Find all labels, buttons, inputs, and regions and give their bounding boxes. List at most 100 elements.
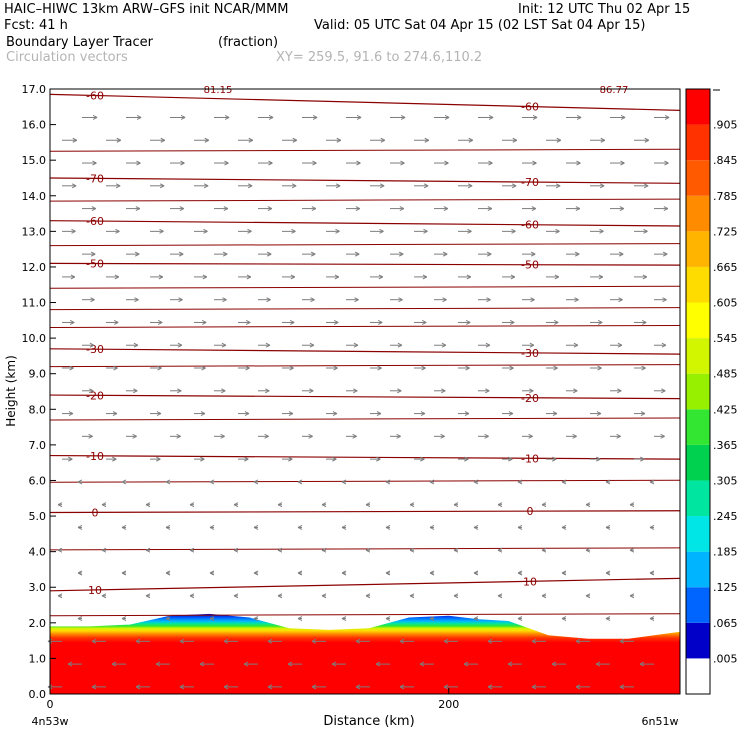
vector-arrowhead: [507, 661, 513, 667]
vector-arrowhead: [266, 297, 271, 303]
temperature-contour: [49, 243, 681, 247]
vector-arrowhead: [308, 433, 313, 439]
vector-arrowhead: [203, 183, 209, 189]
vector-arrowhead: [202, 274, 208, 280]
vector-arrowhead: [155, 661, 161, 667]
vector-arrowhead: [248, 137, 254, 143]
vector-arrowhead: [77, 570, 83, 576]
vector-arrowhead: [575, 638, 581, 644]
vector-arrowhead: [585, 502, 591, 508]
vector-arrowhead: [265, 342, 271, 348]
vector-arrowhead: [485, 388, 490, 394]
vector-arrowhead: [288, 411, 294, 417]
temperature-contour: [49, 324, 681, 328]
colorbar-swatch: [686, 124, 710, 161]
vector-arrowhead: [223, 638, 229, 644]
vector-arrowhead: [377, 320, 383, 325]
contour-label-left: -50: [86, 258, 104, 271]
vector-arrowhead: [177, 342, 183, 348]
vector-arrowhead: [112, 456, 117, 462]
vector-arrowhead: [289, 365, 294, 371]
vector-arrowhead: [429, 616, 435, 622]
vector-arrowhead: [397, 342, 403, 348]
colorbar-label: .305: [713, 474, 738, 487]
vector-arrowhead: [396, 433, 401, 439]
vector-arrowhead: [517, 524, 523, 530]
y-tick-label: 7.0: [29, 439, 47, 452]
vector-arrowhead: [555, 183, 561, 189]
vector-arrowhead: [224, 160, 229, 166]
vector-arrowhead: [121, 570, 127, 576]
vector-arrowhead: [331, 661, 337, 667]
vector-arrowhead: [121, 524, 127, 530]
vector-arrowhead: [71, 228, 76, 234]
field-units: (fraction): [218, 35, 279, 50]
vector-arrowhead: [69, 365, 74, 371]
vector-arrowhead: [600, 137, 606, 143]
vector-arrowhead: [399, 638, 405, 644]
vector-arrowhead: [552, 456, 557, 462]
vector-arrowhead: [311, 684, 317, 690]
vector-arrowhead: [640, 456, 645, 462]
vector-arrowhead: [121, 479, 127, 485]
vector-arrowhead: [287, 661, 293, 667]
vector-arrowhead: [311, 206, 317, 212]
vector-arrowhead: [517, 616, 523, 622]
temperature-contour: [49, 613, 681, 617]
vector-arrowhead: [443, 206, 449, 212]
vector-arrowhead: [113, 320, 119, 325]
vector-arrowhead: [179, 206, 185, 212]
colorbar-label: .065: [713, 617, 738, 630]
temperature-contour: [49, 262, 681, 266]
temperature-contour: [49, 394, 681, 400]
vector-arrowhead: [385, 479, 391, 485]
temperature-contour: [49, 417, 681, 421]
field-name: Boundary Layer Tracer: [6, 35, 153, 50]
vector-arrowhead: [177, 388, 182, 394]
vector-arrowhead: [165, 616, 171, 622]
vector-arrowhead: [508, 411, 514, 417]
colorbar-label: .425: [713, 403, 738, 416]
vector-arrowhead: [165, 479, 171, 485]
vector-arrowhead: [111, 661, 117, 667]
vector-arrowhead: [649, 616, 655, 622]
y-tick-label: 6.0: [29, 474, 47, 487]
vector-arrowhead: [484, 433, 489, 439]
vector-arrowhead: [377, 365, 382, 371]
vector-arrowhead: [463, 661, 469, 667]
temperature-contour: [49, 307, 681, 311]
vector-arrowhead: [530, 251, 536, 257]
y-tick-label: 8.0: [29, 403, 47, 416]
init-time: Init: 12 UTC Thu 02 Apr 15: [518, 2, 691, 17]
vector-arrowhead: [67, 661, 73, 667]
vector-arrowhead: [245, 320, 251, 325]
vector-arrowhead: [644, 137, 650, 143]
vector-arrowhead: [221, 388, 226, 394]
vector-arrowhead: [572, 433, 577, 439]
vector-arrowhead: [575, 684, 581, 690]
y-tick-label: 4.0: [29, 546, 47, 559]
vector-arrowhead: [57, 593, 63, 599]
vector-arrowhead: [664, 160, 669, 166]
vector-arrowhead: [423, 183, 429, 189]
vector-arrowhead: [486, 251, 492, 257]
vector-arrowhead: [233, 593, 239, 599]
vector-arrowhead: [116, 137, 122, 143]
vector-arrowhead: [511, 183, 517, 189]
y-tick-label: 15.0: [22, 154, 47, 167]
temperature-contour: [49, 93, 681, 111]
vector-arrowhead: [517, 570, 523, 576]
boundary-layer-tracer-fill: [50, 613, 680, 694]
vector-arrowhead: [629, 502, 635, 508]
vector-arrowhead: [575, 206, 581, 212]
temperature-contour: [49, 148, 681, 152]
temperature-contour: [49, 547, 681, 551]
colorbar-swatch: [686, 195, 710, 232]
plot-frame: [49, 88, 681, 695]
vector-arrowhead: [662, 251, 668, 257]
vector-arrowhead: [209, 524, 215, 530]
vector-arrowhead: [444, 160, 449, 166]
vector-arrowhead: [561, 524, 567, 530]
vector-arrowhead: [510, 274, 516, 280]
vector-arrowhead: [355, 206, 361, 212]
